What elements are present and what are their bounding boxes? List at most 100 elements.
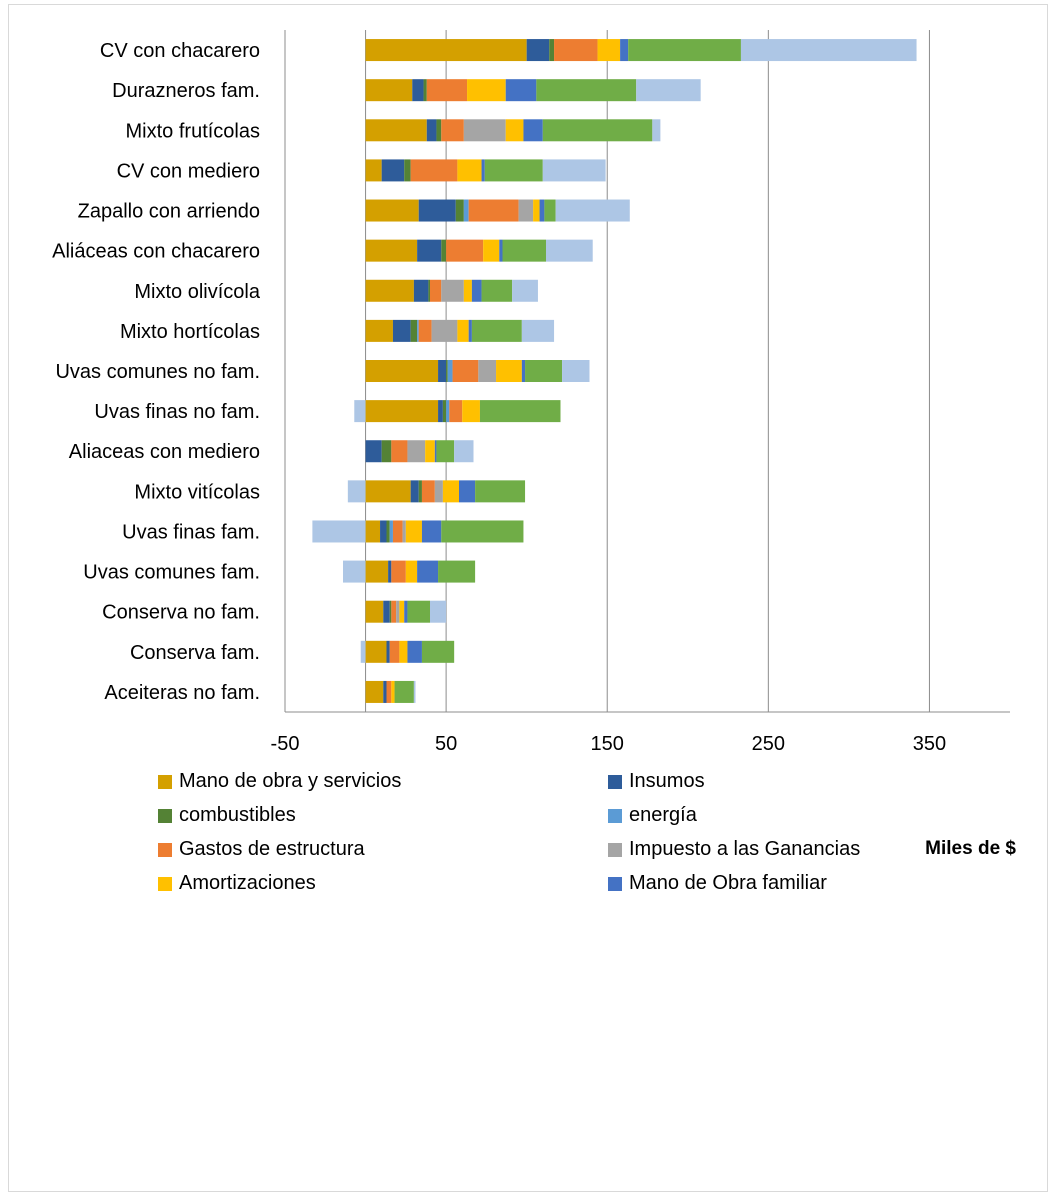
legend-item: Amortizaciones xyxy=(158,872,316,895)
bar-segment xyxy=(391,680,395,703)
category-label: CV con mediero xyxy=(117,160,260,182)
bar-segment xyxy=(312,520,366,543)
bar-segment xyxy=(546,239,593,262)
bar-segment xyxy=(449,400,463,423)
bar-segment xyxy=(386,520,390,543)
category-labels: CV con chacarero Durazneros fam. Mixto fru… xyxy=(52,40,261,704)
bar-segment xyxy=(526,39,550,62)
bar-segment xyxy=(447,360,453,382)
bar-segment xyxy=(441,119,464,142)
bar-segment xyxy=(436,119,442,142)
bar-segment xyxy=(481,159,485,182)
bar-segment xyxy=(467,79,506,102)
bar-segment xyxy=(354,400,366,423)
bar-segment xyxy=(365,440,382,463)
bar-segment xyxy=(410,319,418,342)
bar-segment xyxy=(542,119,653,142)
legend-item: Insumos xyxy=(608,770,705,793)
bar-segment xyxy=(518,199,534,222)
legend-label: Mano de Obra familiar xyxy=(629,872,827,894)
bar-segment xyxy=(505,119,524,142)
category-label: Zapallo con arriendo xyxy=(78,201,260,223)
bar-segment xyxy=(365,159,382,182)
bar-segment xyxy=(386,640,390,663)
category-label: Uvas finas fam. xyxy=(122,521,260,543)
bar-segment xyxy=(365,480,411,503)
bar-segment xyxy=(365,239,418,262)
bar-segment xyxy=(386,680,392,703)
x-tick-labels: -50 50 150 250 350 xyxy=(271,733,947,755)
bar-segment xyxy=(381,440,392,463)
bar-segment xyxy=(365,79,413,102)
x-tick-label: 150 xyxy=(591,733,624,755)
bar-segment xyxy=(536,79,637,102)
bar-segment xyxy=(418,319,432,342)
bar-segment xyxy=(365,279,414,302)
category-label: Aliáceas con chacarero xyxy=(52,241,260,263)
bar-segment xyxy=(413,680,416,703)
bar-segment xyxy=(399,600,405,623)
bar-segment xyxy=(389,600,392,623)
bar-segment xyxy=(636,79,701,102)
bar-segment xyxy=(407,440,426,463)
bar-segment xyxy=(539,199,545,222)
category-label: Uvas comunes no fam. xyxy=(55,361,260,383)
legend-label: Amortizaciones xyxy=(179,872,316,894)
bar-segment xyxy=(392,520,403,543)
bar-segment xyxy=(430,279,442,302)
bar-segment xyxy=(446,400,450,423)
bar-segment xyxy=(365,640,387,663)
bar-segment xyxy=(343,560,366,583)
bar-segment xyxy=(462,400,480,423)
bar-segment xyxy=(549,39,555,62)
bar-segment xyxy=(496,360,522,382)
bar-segment xyxy=(412,79,424,102)
bar-segment xyxy=(421,640,455,663)
legend-swatch xyxy=(158,774,172,789)
legend-swatch xyxy=(158,842,172,857)
bar-segment xyxy=(365,600,384,623)
bar-segment xyxy=(399,640,408,663)
bar-segment xyxy=(484,159,543,182)
bar-segment xyxy=(407,600,430,623)
bar-segment xyxy=(597,39,621,62)
bar-segment xyxy=(405,560,418,583)
category-label: Mixto olivícola xyxy=(134,281,260,303)
legend-item: combustibles xyxy=(158,804,296,827)
legend-label: Impuesto a las Ganancias xyxy=(629,838,861,860)
bar-segment xyxy=(459,480,476,503)
bar-segment xyxy=(438,560,476,583)
bar-segment xyxy=(426,79,468,102)
bar-segment xyxy=(396,600,400,623)
bar-segment xyxy=(383,680,387,703)
bar-segment xyxy=(525,360,563,382)
bar-segment xyxy=(478,360,497,382)
legend-item: Mano de Obra familiar xyxy=(608,872,827,895)
bar-segment xyxy=(426,119,437,142)
bar-segment xyxy=(365,119,427,142)
category-label: Durazneros fam. xyxy=(112,80,260,102)
x-tick-label: 50 xyxy=(435,733,457,755)
legend-swatch xyxy=(158,808,172,823)
bar-segment xyxy=(463,199,469,222)
bar-segment xyxy=(512,279,538,302)
bar-segment xyxy=(391,440,408,463)
bars xyxy=(312,39,917,703)
bar-segment xyxy=(365,199,419,222)
bar-segment xyxy=(554,39,598,62)
legend-item: Mano de obra y servicios xyxy=(158,770,401,793)
bar-segment xyxy=(421,520,442,543)
bar-segment xyxy=(441,520,524,543)
bar-segment xyxy=(505,79,537,102)
bar-segment xyxy=(457,159,482,182)
bar-segment xyxy=(438,360,447,382)
bar-segment xyxy=(365,39,527,62)
bar-segment xyxy=(392,319,411,342)
bar-segment xyxy=(431,319,458,342)
bar-segment xyxy=(417,319,419,342)
bar-segment xyxy=(407,640,422,663)
legend-label: combustibles xyxy=(179,804,296,826)
bar-segment xyxy=(523,119,543,142)
bar-segment xyxy=(365,560,389,583)
bar-segment xyxy=(521,319,555,342)
